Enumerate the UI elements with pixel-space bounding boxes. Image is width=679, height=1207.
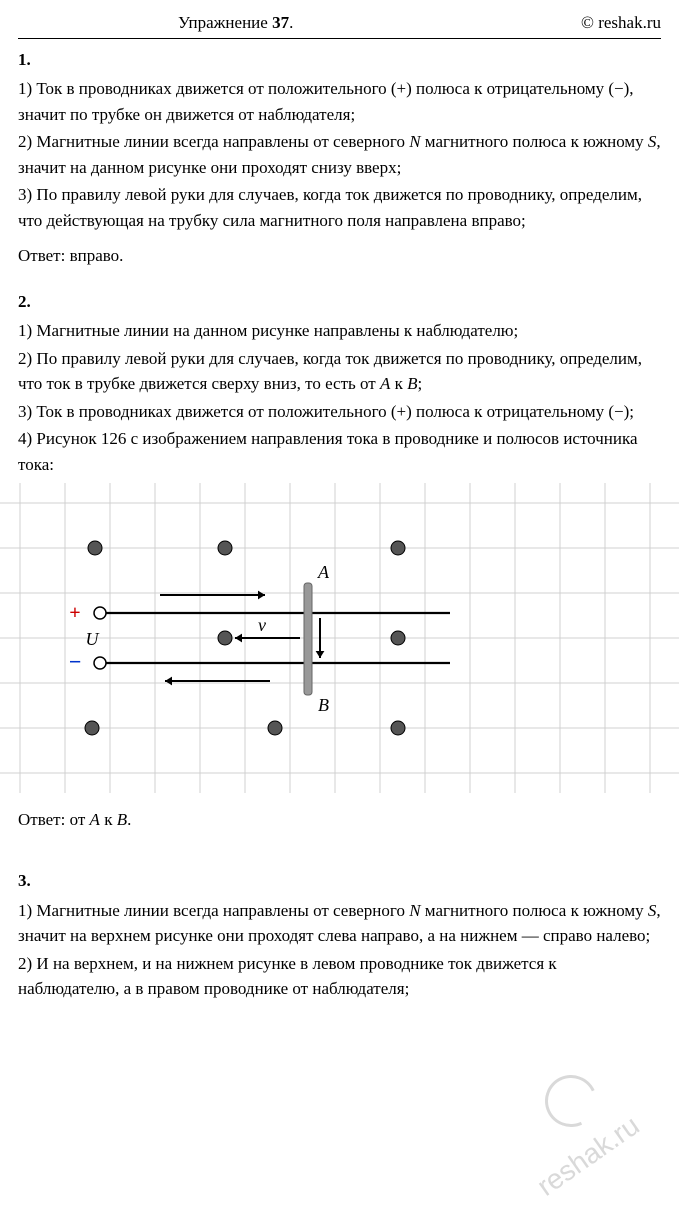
s1-p2-a: 2) Магнитные линии всегда направлены от …: [18, 132, 409, 151]
page-header: Упражнение 37. © reshak.ru: [18, 10, 661, 39]
s2-ans-b: к: [100, 810, 117, 829]
s2-ans-a: Ответ: от: [18, 810, 90, 829]
s1-p2: 2) Магнитные линии всегда направлены от …: [18, 129, 661, 180]
header-period: .: [289, 13, 293, 32]
section-3-num: 3.: [18, 868, 661, 894]
s2-p2-c: ;: [418, 374, 423, 393]
s2-p2-a: 2) По правилу левой руки для случаев, ко…: [18, 349, 642, 394]
s2-p1: 1) Магнитные линии на данном рисунке нап…: [18, 318, 661, 344]
s3-p2: 2) И на верхнем, и на нижнем рисунке в л…: [18, 951, 661, 1002]
s1-p2-N: N: [409, 132, 420, 151]
s1-answer: Ответ: вправо.: [18, 243, 661, 269]
s3-p1: 1) Магнитные линии всегда направлены от …: [18, 898, 661, 949]
svg-text:B: B: [318, 695, 329, 715]
s3-p1-a: 1) Магнитные линии всегда направлены от …: [18, 901, 409, 920]
s2-ans-c: .: [127, 810, 131, 829]
svg-text:−: −: [69, 649, 82, 674]
svg-text:U: U: [86, 629, 100, 649]
s2-answer: Ответ: от A к B.: [18, 807, 661, 833]
exercise-number: 37: [272, 13, 289, 32]
header-prefix: Упражнение: [178, 13, 272, 32]
header-copyright: © reshak.ru: [581, 10, 661, 36]
watermark-circle-2: [538, 1068, 605, 1135]
s3-p1-b: магнитного полюса к южному: [421, 901, 648, 920]
svg-text:A: A: [317, 562, 330, 582]
header-title: Упражнение 37.: [18, 10, 293, 36]
s2-p2-A: A: [380, 374, 390, 393]
svg-text:+: +: [69, 602, 80, 624]
s1-p3: 3) По правилу левой руки для случаев, ко…: [18, 182, 661, 233]
s2-p2: 2) По правилу левой руки для случаев, ко…: [18, 346, 661, 397]
s2-p4: 4) Рисунок 126 с изображением направлени…: [18, 426, 661, 477]
s1-p1: 1) Ток в проводниках движется от положит…: [18, 76, 661, 127]
section-2-num: 2.: [18, 289, 661, 315]
s2-p2-B: B: [407, 374, 417, 393]
s3-p1-N: N: [409, 901, 420, 920]
diagram-svg: + −U A Bv⃗: [0, 483, 679, 793]
s2-ans-A: A: [90, 810, 100, 829]
svg-text:v⃗: v⃗: [258, 615, 280, 635]
section-1-num: 1.: [18, 47, 661, 73]
circuit-diagram: + −U A Bv⃗: [0, 483, 679, 801]
s2-p2-b: к: [390, 374, 407, 393]
s1-p2-b: магнитного полюса к южному: [421, 132, 648, 151]
s2-p3: 3) Ток в проводниках движется от положит…: [18, 399, 661, 425]
watermark-2: reshak.ru: [529, 1105, 649, 1206]
s2-ans-B: B: [117, 810, 127, 829]
